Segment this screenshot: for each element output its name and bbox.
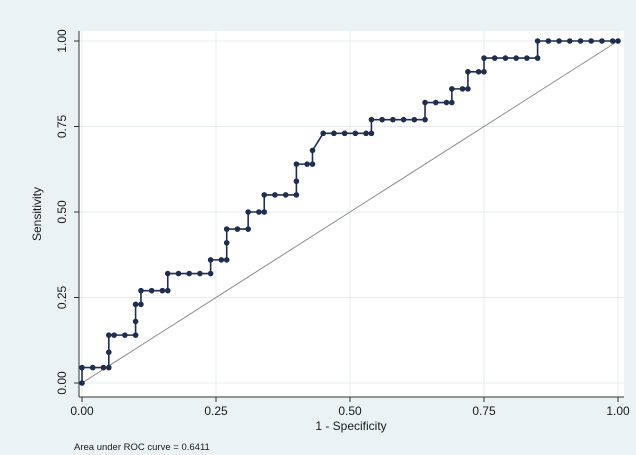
- roc-point: [524, 55, 530, 61]
- roc-point: [100, 364, 107, 371]
- x-ticks: 0.00 0.25 0.50 0.75 1.00: [70, 397, 630, 418]
- roc-point: [331, 130, 337, 137]
- plot-area: [79, 31, 624, 397]
- roc-point: [148, 287, 155, 294]
- roc-point: [390, 116, 396, 123]
- roc-point: [599, 38, 605, 44]
- roc-point: [465, 86, 471, 92]
- roc-point: [159, 287, 166, 294]
- roc-point: [122, 332, 128, 338]
- roc-point: [379, 116, 385, 123]
- roc-point: [352, 130, 359, 137]
- roc-point: [304, 161, 310, 167]
- roc-point: [422, 99, 428, 106]
- roc-point: [556, 38, 562, 44]
- x-tick-label: 0.50: [338, 404, 362, 418]
- roc-point: [481, 68, 487, 75]
- roc-point: [341, 130, 348, 137]
- roc-point: [111, 332, 117, 338]
- roc-point: [245, 209, 251, 215]
- roc-point: [293, 161, 300, 167]
- roc-point: [175, 270, 182, 277]
- roc-point: [79, 380, 85, 386]
- roc-point: [475, 68, 482, 75]
- roc-point: [79, 364, 85, 371]
- roc-point: [491, 55, 498, 61]
- roc-point: [449, 86, 455, 92]
- roc-point: [223, 226, 230, 232]
- roc-point: [207, 257, 214, 263]
- roc-point: [422, 116, 428, 123]
- roc-point: [411, 116, 418, 123]
- roc-point: [197, 270, 203, 277]
- roc-point: [106, 364, 112, 371]
- y-tick-label: 0.00: [55, 371, 69, 395]
- roc-point: [261, 192, 268, 198]
- roc-point: [432, 99, 439, 106]
- roc-point: [132, 301, 139, 308]
- roc-point: [245, 226, 251, 232]
- roc-curve: [79, 38, 621, 386]
- y-tick-label: 0.75: [55, 114, 69, 138]
- roc-point: [223, 239, 230, 246]
- x-tick-label: 0.75: [472, 404, 496, 418]
- roc-point: [615, 38, 621, 44]
- x-axis-label: 1 - Specificity: [315, 419, 386, 433]
- roc-point: [459, 86, 466, 92]
- reference-line: [81, 40, 619, 384]
- roc-point: [261, 209, 268, 215]
- roc-point: [309, 147, 316, 154]
- y-tick-label: 0.50: [55, 200, 69, 224]
- roc-point: [223, 257, 230, 263]
- roc-point: [577, 38, 584, 44]
- roc-point: [293, 192, 300, 198]
- roc-point: [566, 38, 573, 44]
- roc-point: [272, 192, 278, 198]
- roc-point: [138, 301, 144, 308]
- roc-point: [400, 116, 407, 123]
- roc-point: [207, 270, 214, 277]
- roc-point: [106, 349, 112, 356]
- roc-point: [256, 209, 262, 215]
- roc-point: [132, 332, 139, 338]
- roc-point: [368, 116, 375, 123]
- roc-point: [293, 178, 300, 185]
- x-tick-label: 1.00: [606, 404, 630, 418]
- roc-point: [368, 130, 375, 137]
- roc-point: [186, 270, 192, 277]
- roc-point: [218, 257, 225, 263]
- roc-point: [164, 270, 171, 277]
- roc-point: [443, 99, 450, 106]
- roc-point: [481, 55, 487, 61]
- roc-point: [164, 287, 171, 294]
- roc-point: [545, 38, 552, 44]
- y-tick-label: 1.00: [55, 29, 69, 53]
- roc-point: [106, 332, 112, 338]
- roc-point: [89, 364, 96, 371]
- roc-point: [132, 318, 139, 325]
- roc-point: [282, 192, 289, 198]
- roc-point: [609, 38, 616, 44]
- auc-annotation: Area under ROC curve = 0.6411: [74, 442, 210, 453]
- y-axis-label: Sensitivity: [30, 187, 44, 241]
- roc-point: [234, 226, 241, 232]
- roc-point: [588, 38, 594, 44]
- grid-lines: [79, 31, 624, 397]
- x-tick-label: 0.00: [70, 404, 94, 418]
- roc-point: [309, 161, 316, 167]
- x-tick-label: 0.25: [204, 404, 228, 418]
- y-tick-label: 0.25: [55, 285, 69, 309]
- roc-point: [449, 99, 455, 106]
- roc-point: [513, 55, 519, 61]
- roc-point: [502, 55, 509, 61]
- roc-point: [320, 130, 327, 137]
- y-ticks: 0.00 0.25 0.50 0.75 1.00: [55, 29, 79, 395]
- roc-point: [138, 287, 144, 294]
- roc-point: [534, 55, 541, 61]
- roc-point: [465, 68, 471, 75]
- roc-point: [363, 130, 369, 137]
- roc-point: [534, 38, 541, 44]
